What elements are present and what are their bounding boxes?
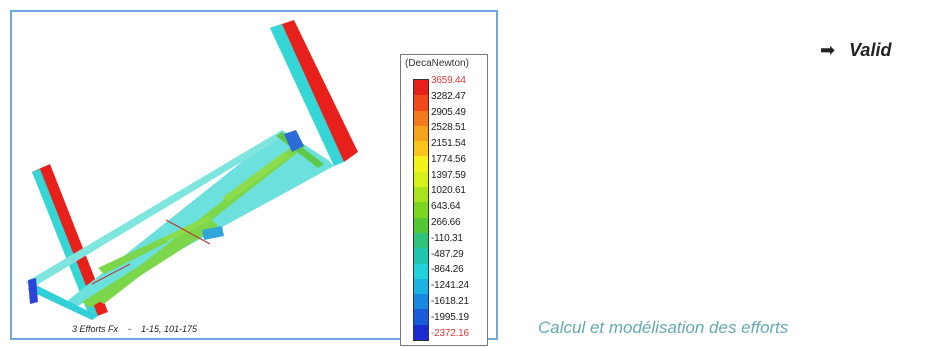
structure-model	[26, 20, 358, 320]
right-upright-edge	[270, 24, 344, 166]
legend-swatch	[414, 125, 428, 142]
legend-value: 2151.54	[431, 138, 466, 150]
legend-swatch	[414, 80, 428, 96]
brace-upper	[222, 152, 290, 202]
legend-swatch	[414, 187, 428, 203]
section-title: Calcul et modélisation des efforts	[538, 318, 789, 337]
tie-line-1	[165, 219, 211, 245]
results-figure: (DecaNewton) 3659.44 3282.47 2905.49 2528.5…	[10, 10, 498, 346]
left-upright-edge	[32, 169, 98, 318]
bottom-chord	[26, 130, 288, 288]
legend-swatch	[414, 156, 428, 173]
legend-value: -864.26	[431, 264, 464, 276]
legend-unit: (DecaNewton)	[405, 58, 469, 69]
legend-value: -1995.19	[431, 311, 469, 323]
legend-swatch	[414, 141, 428, 157]
legend-swatch	[414, 263, 428, 280]
brace-long-2	[82, 220, 218, 308]
legend-value: 266.66	[431, 217, 461, 229]
legend-value: 1397.59	[431, 169, 466, 181]
legend-swatch	[414, 95, 428, 112]
legend-swatch	[414, 217, 428, 234]
legend-value: -2372.16	[431, 327, 469, 339]
legend-value: -1241.24	[431, 280, 469, 292]
legend-value: 1020.61	[431, 185, 466, 197]
lower-rail	[28, 282, 98, 320]
legend-swatch	[414, 294, 428, 310]
legend-color-bar	[413, 79, 429, 341]
legend-value: 643.64	[431, 201, 461, 213]
legend-swatch	[414, 248, 428, 265]
legend-swatch	[414, 309, 428, 326]
tie-line-2	[91, 263, 131, 285]
end-block-top	[284, 130, 304, 152]
legend-swatch	[414, 202, 428, 219]
arrow-right-icon: ➡	[820, 40, 836, 60]
legend-value: 2528.51	[431, 122, 466, 134]
legend-swatch	[414, 232, 428, 249]
legend-swatch	[414, 324, 428, 341]
brace-mid	[162, 216, 212, 242]
legend-value: 3659.44	[431, 75, 466, 86]
legend-swatch	[414, 278, 428, 295]
legend-value: 2905.49	[431, 106, 466, 118]
brace-lower	[98, 238, 168, 274]
legend-value: 1774.56	[431, 153, 466, 165]
legend-value: -1618.21	[431, 295, 469, 307]
validation-bullet: ➡ Valid	[820, 40, 891, 61]
figure-caption: 3 Efforts Fx - 1-15, 101-175	[72, 324, 198, 334]
legend-swatch	[414, 110, 428, 127]
mid-block	[202, 226, 224, 240]
legend-value: -487.29	[431, 248, 464, 260]
color-legend: (DecaNewton) 3659.44 3282.47 2905.49 2528.5…	[400, 54, 488, 346]
legend-swatch	[414, 171, 428, 188]
legend-value: -110.31	[431, 232, 463, 244]
legend-value: 3282.47	[431, 90, 466, 102]
validation-label: Valid	[849, 40, 892, 60]
end-block-bottom	[28, 278, 38, 304]
